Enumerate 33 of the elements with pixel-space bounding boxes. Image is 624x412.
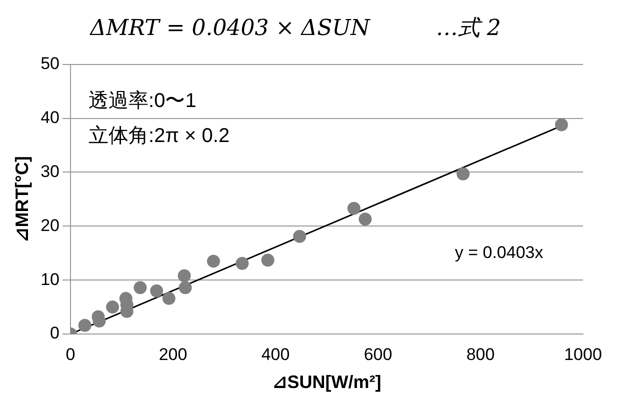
- point: [206, 254, 220, 268]
- x-tick-label: 200: [158, 344, 188, 364]
- annotation: 透過率:0〜1: [88, 90, 196, 112]
- chart-title: ΔMRT = 0.0403 × ΔSUN …式 2: [89, 16, 501, 41]
- point: [134, 281, 147, 294]
- annotation: y = 0.0403x: [454, 242, 544, 262]
- point: [358, 212, 372, 226]
- y-tick-label: 0: [50, 324, 60, 343]
- annotation: 立体角:2π × 0.2: [88, 124, 230, 147]
- point: [554, 118, 568, 132]
- point: [150, 284, 164, 298]
- x-tick-label: 1000: [564, 344, 602, 364]
- point: [106, 300, 120, 314]
- x-tick-label: 800: [466, 344, 495, 364]
- x-tick-label: 600: [364, 344, 392, 364]
- point: [78, 318, 92, 332]
- point: [178, 269, 191, 282]
- y-tick-label: 30: [40, 162, 60, 181]
- y-tick-label: 20: [40, 216, 60, 235]
- x-tick-label: 400: [261, 344, 290, 364]
- point: [236, 256, 249, 270]
- point: [162, 292, 176, 305]
- point: [347, 202, 360, 215]
- point: [178, 281, 192, 294]
- point: [293, 230, 306, 243]
- x-axis-title: ⊿SUN[W/m²]: [272, 372, 382, 392]
- y-axis-title: ⊿MRT[°C]: [12, 156, 32, 242]
- point: [456, 167, 470, 180]
- point: [261, 254, 274, 267]
- x-tick-label: 0: [66, 344, 76, 364]
- y-tick-label: 10: [40, 270, 60, 289]
- y-tick-label: 50: [40, 54, 60, 74]
- y-tick-label: 40: [40, 108, 60, 128]
